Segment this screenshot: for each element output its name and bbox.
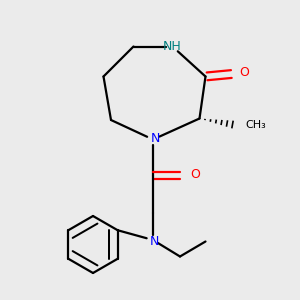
Text: NH: NH	[163, 40, 182, 53]
Text: N: N	[150, 235, 159, 248]
Text: O: O	[190, 167, 200, 181]
Text: O: O	[239, 65, 249, 79]
Text: CH₃: CH₃	[245, 119, 266, 130]
Text: N: N	[151, 131, 160, 145]
